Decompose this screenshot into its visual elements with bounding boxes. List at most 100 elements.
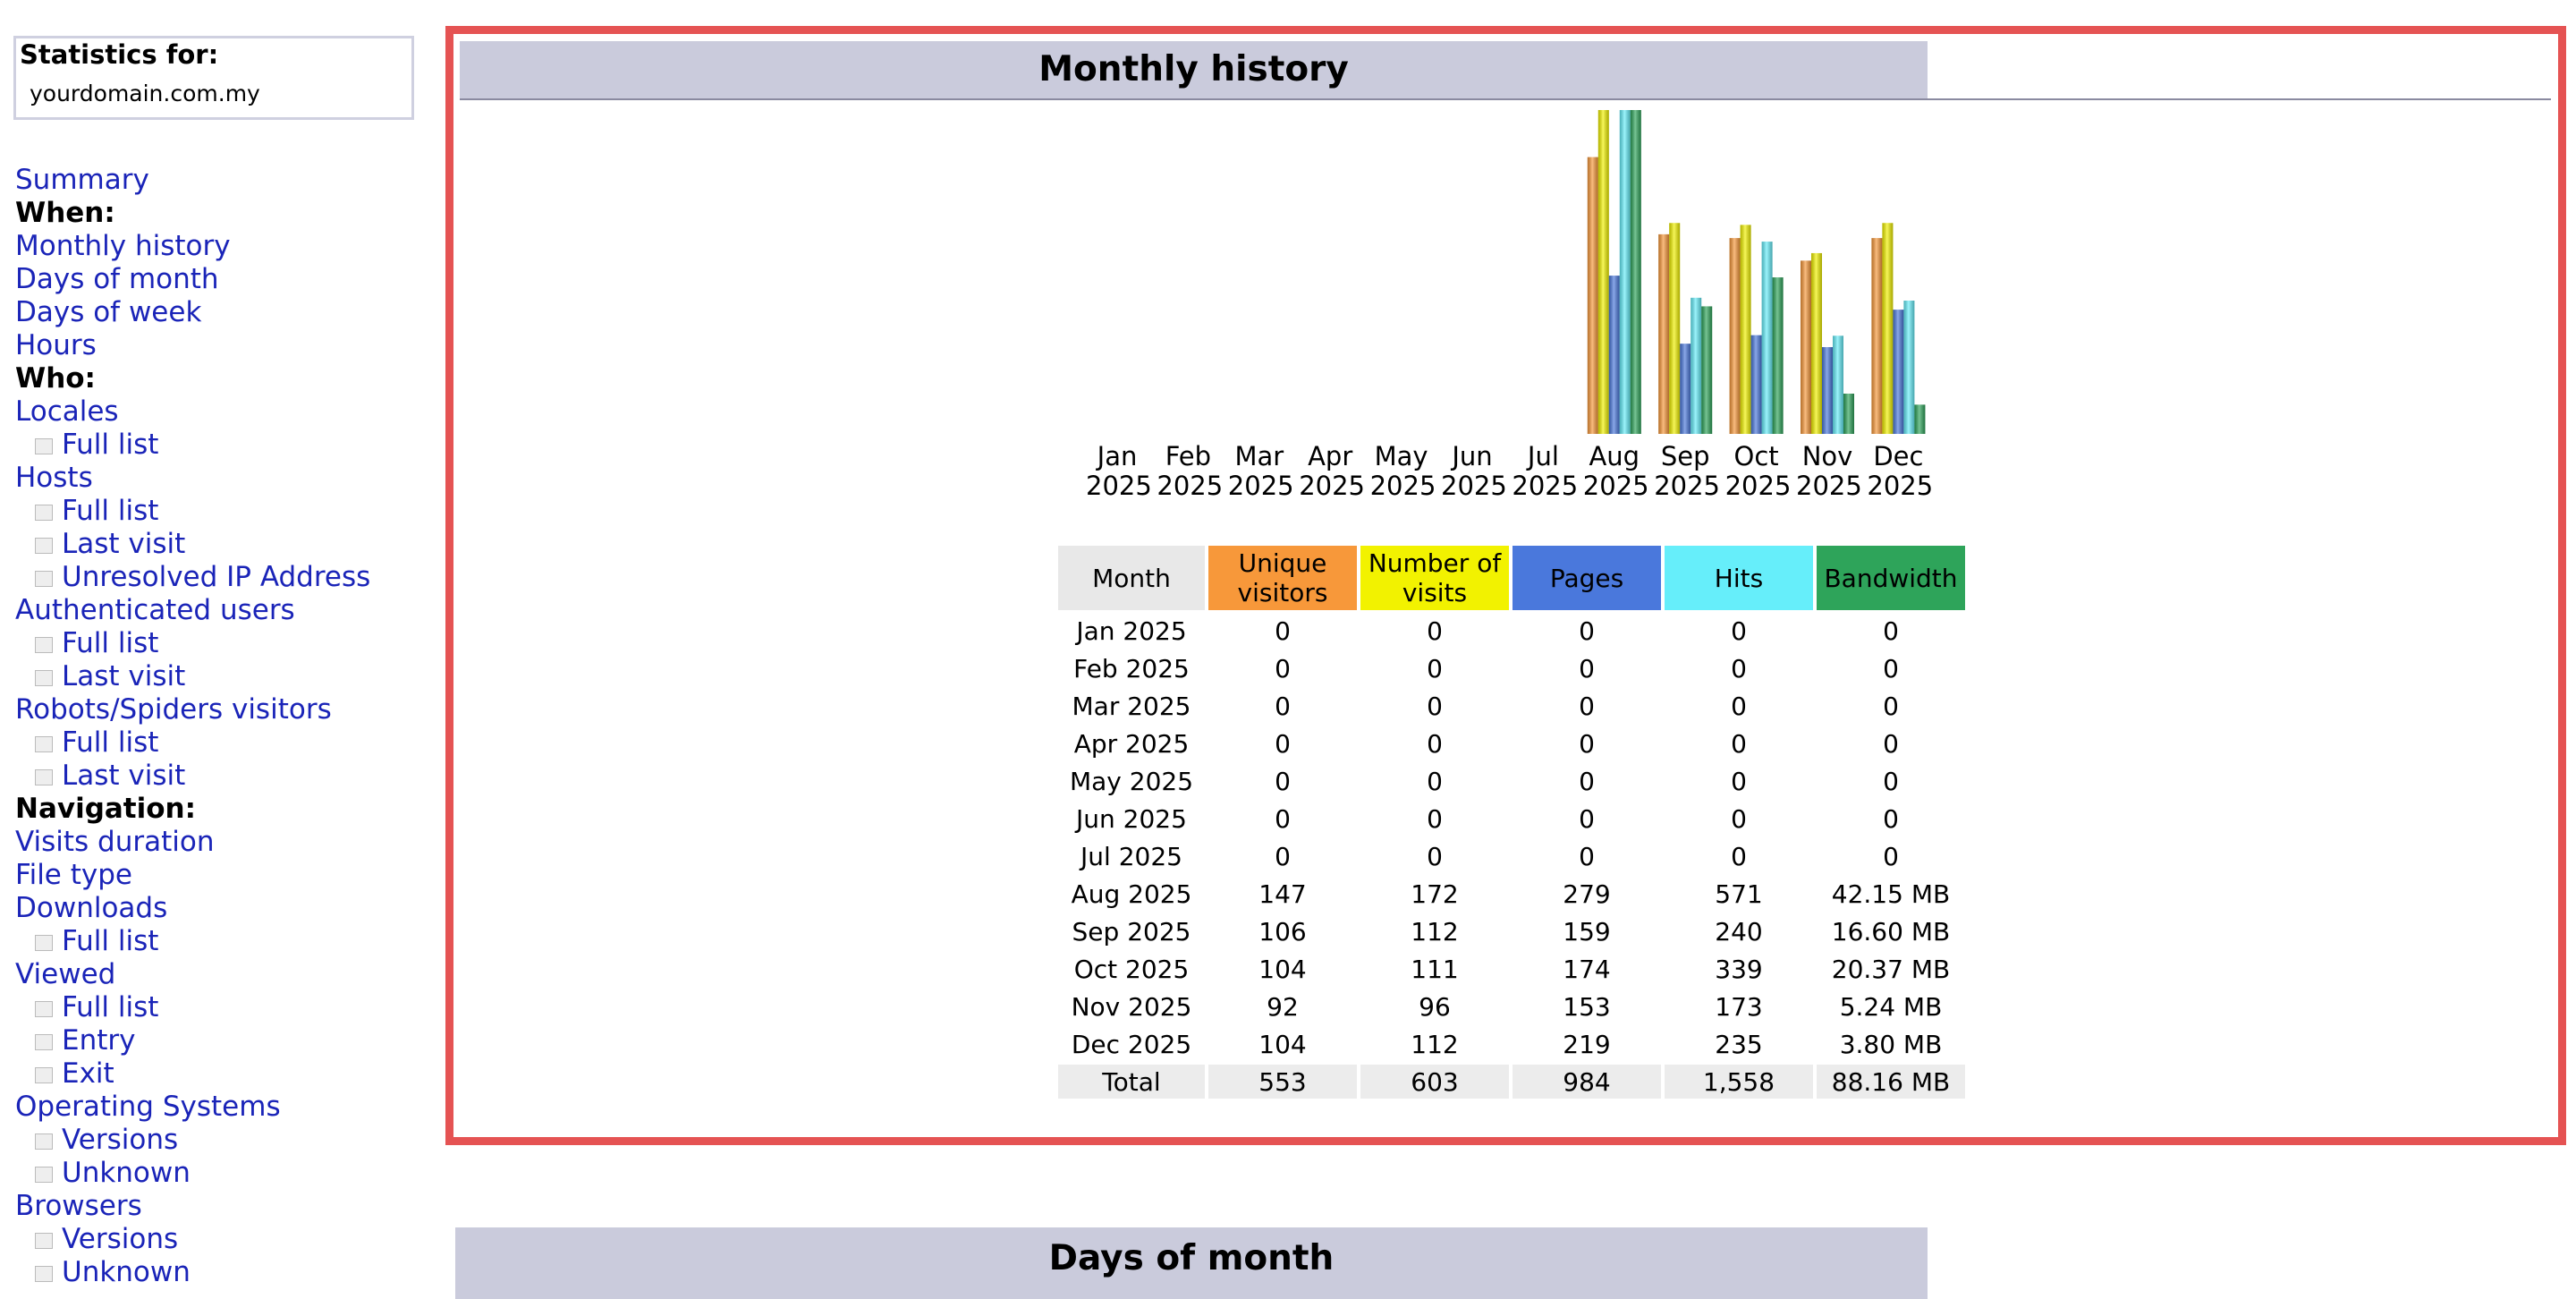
value-cell: 571: [1715, 879, 1763, 909]
value-cell: 0: [1579, 616, 1595, 646]
month-cell: Mar 2025: [1072, 691, 1191, 721]
month-cell: Apr 2025: [1073, 728, 1190, 759]
nav-sublink[interactable]: Full list: [62, 495, 159, 527]
value-cell: 0: [1579, 841, 1595, 871]
month-cell: Dec 2025: [1071, 1029, 1192, 1059]
bar-shine: [1833, 335, 1843, 434]
x-tick-label: Aug 2025: [1582, 441, 1649, 501]
nav-sublink[interactable]: Full list: [62, 925, 159, 957]
monthly-table: Month Unique visitors Number of visits Page…: [1055, 542, 1969, 1102]
data-row: Sep 2025 106 112 159 240 16.60 MB: [1058, 914, 1965, 948]
nav-link[interactable]: Hosts: [15, 462, 93, 494]
value-cell: 240: [1715, 916, 1763, 947]
bar-shine: [1761, 242, 1773, 434]
value-cell: 0: [1427, 728, 1443, 759]
nav-sublink[interactable]: Versions: [62, 1124, 179, 1156]
nav-heading: Who:: [15, 362, 96, 395]
value-cell: 0: [1427, 766, 1443, 796]
nav-sublink[interactable]: Last visit: [62, 528, 186, 560]
nav-row: Unknown: [15, 1256, 370, 1289]
nav-link[interactable]: Viewed: [15, 958, 116, 990]
nav-link[interactable]: Downloads: [15, 892, 168, 924]
nav-link[interactable]: Summary: [15, 164, 149, 196]
value-cell: 20.37 MB: [1831, 954, 1951, 984]
nav-link[interactable]: Days of month: [15, 263, 219, 295]
nav-row: Monthly history: [15, 230, 370, 263]
nav-sublink[interactable]: Last visit: [62, 660, 186, 692]
sidebar-nav: Summary When: Monthly history Days of month…: [15, 164, 370, 1289]
nav-link[interactable]: Browsers: [15, 1190, 142, 1222]
nav-link[interactable]: Visits duration: [15, 826, 215, 858]
nav-row: Visits duration: [15, 826, 370, 859]
month-cell: Jul 2025: [1080, 841, 1182, 871]
value-cell: 0: [1579, 803, 1595, 834]
value-cell: 153: [1563, 991, 1611, 1022]
nav-sublink[interactable]: Last visit: [62, 760, 186, 792]
header-cell: Pages: [1513, 546, 1661, 610]
nav-sublink[interactable]: Unresolved IP Address: [62, 561, 371, 593]
data-row: Apr 2025 0 0 0 0 0: [1058, 726, 1965, 760]
next-section-title: Days of month: [455, 1227, 1928, 1299]
nav-icon: [35, 768, 53, 785]
nav-link[interactable]: Operating Systems: [15, 1091, 281, 1123]
x-tick-label: Oct 2025: [1724, 441, 1792, 501]
nav-sublink[interactable]: Versions: [62, 1223, 179, 1255]
sidebar-title: Statistics for:: [20, 39, 219, 70]
nav-sublink[interactable]: Full list: [62, 991, 159, 1023]
nav-row: Full list: [15, 627, 370, 660]
value-cell: 0: [1883, 653, 1899, 683]
total-label: Total: [1058, 1065, 1205, 1099]
bar-shine: [1619, 110, 1631, 434]
bar-shine: [1740, 225, 1751, 434]
nav-row: Last visit: [15, 660, 370, 693]
value-cell: 42.15 MB: [1831, 879, 1951, 909]
nav-link[interactable]: Monthly history: [15, 230, 231, 262]
bar-shine: [1914, 404, 1926, 434]
total-cell: 984: [1513, 1065, 1661, 1099]
value-cell: 147: [1258, 879, 1307, 909]
header-row: Month Unique visitors Number of visits Page…: [1058, 546, 1965, 610]
value-cell: 235: [1715, 1029, 1763, 1059]
nav-row: Full list: [15, 726, 370, 760]
nav-row: Entry: [15, 1024, 370, 1057]
nav-row: Navigation:: [15, 793, 370, 826]
nav-heading: Navigation:: [15, 793, 197, 825]
nav-sublink[interactable]: Full list: [62, 429, 159, 461]
nav-icon: [35, 1133, 53, 1150]
value-cell: 3.80 MB: [1839, 1029, 1943, 1059]
data-row: Feb 2025 0 0 0 0 0: [1058, 651, 1965, 685]
value-cell: 0: [1579, 653, 1595, 683]
nav-sublink[interactable]: Exit: [62, 1057, 114, 1090]
nav-row: Full list: [15, 925, 370, 958]
sidebar-domain: yourdomain.com.my: [30, 81, 260, 106]
x-tick-label: Mar 2025: [1227, 441, 1294, 501]
nav-row: Hosts: [15, 462, 370, 495]
nav-link[interactable]: Hours: [15, 329, 97, 361]
value-cell: 0: [1427, 691, 1443, 721]
total-cell: 553: [1208, 1065, 1357, 1099]
nav-link[interactable]: Authenticated users: [15, 594, 295, 626]
value-cell: 0: [1883, 803, 1899, 834]
data-row: May 2025 0 0 0 0 0: [1058, 764, 1965, 798]
nav-icon: [35, 537, 53, 554]
nav-row: Viewed: [15, 958, 370, 991]
nav-sublink[interactable]: Full list: [62, 627, 159, 659]
nav-link[interactable]: Days of week: [15, 296, 202, 328]
header-cell: Month: [1058, 546, 1205, 610]
value-cell: 0: [1275, 803, 1291, 834]
nav-row: Full list: [15, 495, 370, 528]
value-cell: 106: [1258, 916, 1307, 947]
nav-link[interactable]: Locales: [15, 395, 119, 428]
data-row: Jun 2025 0 0 0 0 0: [1058, 802, 1965, 836]
nav-sublink[interactable]: Unknown: [62, 1157, 191, 1189]
nav-sublink[interactable]: Entry: [62, 1024, 136, 1057]
value-cell: 0: [1579, 691, 1595, 721]
nav-link[interactable]: File type: [15, 859, 132, 891]
value-cell: 0: [1275, 841, 1291, 871]
nav-sublink[interactable]: Unknown: [62, 1256, 191, 1288]
total-cell: 1,558: [1665, 1065, 1813, 1099]
sidebar-box: [13, 36, 414, 120]
nav-link[interactable]: Robots/Spiders visitors: [15, 693, 332, 726]
nav-sublink[interactable]: Full list: [62, 726, 159, 759]
nav-row: Last visit: [15, 528, 370, 561]
